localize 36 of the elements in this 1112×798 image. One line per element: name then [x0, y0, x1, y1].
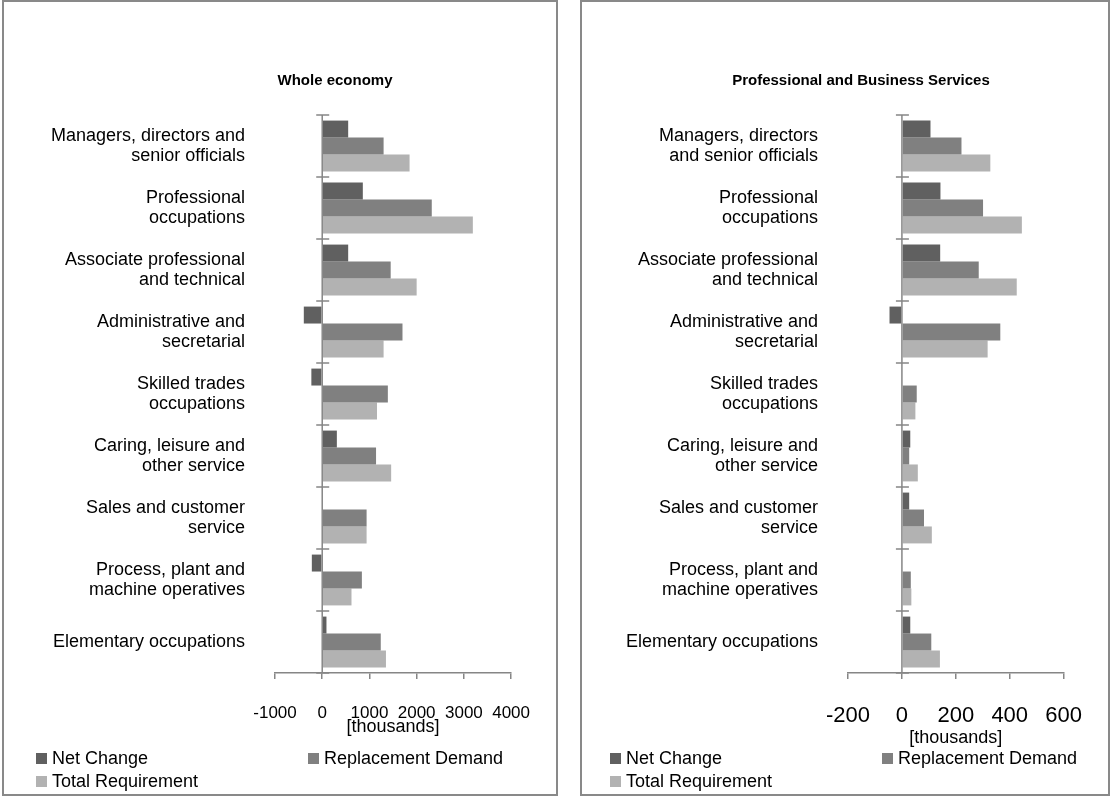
y-tick-label: Process, plant and machine operatives [661, 558, 818, 600]
x-tick-label: 3000 [444, 703, 483, 723]
y-tick-label: Caring, leisure and other service [93, 434, 245, 476]
y-tick-label: Skilled trades occupations [709, 372, 818, 414]
legend-label: Total Requirement [52, 770, 199, 793]
y-tick-label: Skilled trades occupations [136, 372, 245, 414]
x-tick-label: 0 [317, 703, 327, 723]
x-tick-label: -200 [825, 702, 871, 728]
y-tick-label: Associate professional and technical [637, 248, 818, 290]
y-tick-label: Administrative and secretarial [669, 310, 818, 352]
x-tick-label: 0 [895, 702, 909, 728]
y-tick-label: Professional occupations [718, 186, 818, 228]
chart-title: Professional and Business Services [732, 71, 990, 88]
x-tick-label: -1000 [253, 703, 297, 723]
x-axis-title: [thousands] [909, 726, 1003, 747]
y-tick-label: Elementary occupations [52, 630, 245, 651]
y-tick-label: Sales and customer service [85, 496, 245, 538]
x-tick-label: 200 [937, 702, 975, 728]
x-tick-label: 600 [1045, 702, 1083, 728]
y-tick-label: Managers, directors and senior officials [50, 124, 245, 166]
legend-label: Net Change [52, 747, 149, 770]
y-tick-label: Caring, leisure and other service [666, 434, 818, 476]
legend-label: Total Requirement [626, 770, 773, 793]
y-tick-label: Associate professional and technical [64, 248, 245, 290]
legend-label: Replacement Demand [324, 747, 504, 770]
x-tick-label: 400 [991, 702, 1029, 728]
legend-label: Net Change [626, 747, 723, 770]
legend-label: Replacement Demand [898, 747, 1078, 770]
y-tick-label: Sales and customer service [658, 496, 818, 538]
chart-title: Whole economy [277, 71, 393, 88]
y-tick-label: Managers, directors and senior officials [658, 124, 818, 166]
x-tick-label: 4000 [492, 703, 530, 723]
y-tick-label: Professional occupations [145, 186, 245, 228]
y-tick-label: Process, plant and machine operatives [88, 558, 245, 600]
y-tick-label: Administrative and secretarial [96, 310, 245, 352]
y-tick-label: Elementary occupations [625, 630, 818, 651]
